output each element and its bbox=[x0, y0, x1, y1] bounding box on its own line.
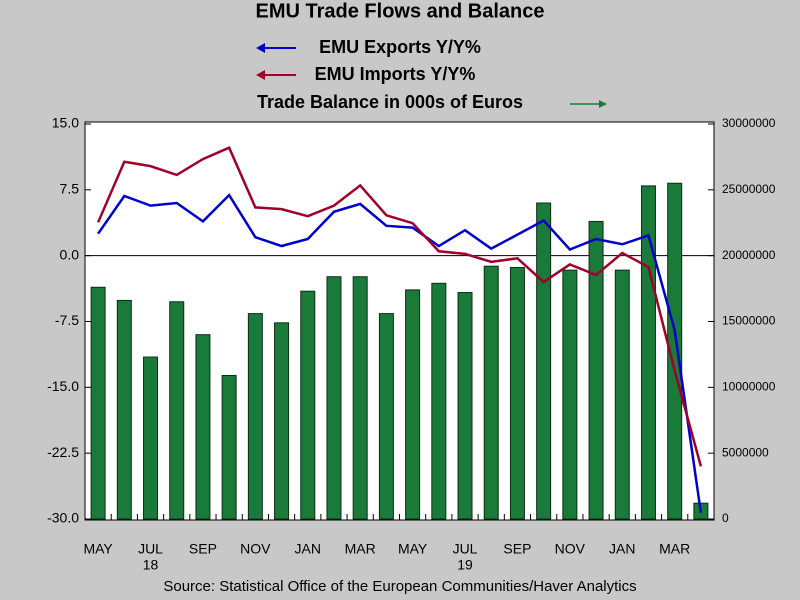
x-tick-label: JUL bbox=[453, 541, 478, 557]
arrow-head bbox=[256, 43, 265, 53]
bar bbox=[509, 267, 525, 520]
x-tick-label: MAY bbox=[83, 541, 113, 557]
legend-arrows bbox=[256, 43, 607, 108]
y-tick-label: 0.0 bbox=[60, 246, 80, 262]
bar bbox=[431, 282, 447, 520]
bar bbox=[169, 301, 185, 520]
arrow-head bbox=[599, 100, 607, 108]
x-year-label: 19 bbox=[457, 557, 473, 573]
y2-tick-label: 0 bbox=[722, 511, 729, 525]
y2-tick-label: 30000000 bbox=[722, 116, 776, 130]
bar bbox=[457, 292, 473, 520]
bar bbox=[274, 322, 290, 520]
x-year-label: 18 bbox=[143, 557, 159, 573]
x-tick-label: MAR bbox=[659, 541, 690, 557]
bar bbox=[536, 202, 552, 520]
bar bbox=[667, 182, 683, 520]
bar bbox=[90, 286, 106, 520]
y2-tick-label: 15000000 bbox=[722, 314, 776, 328]
x-tick-label: MAY bbox=[398, 541, 428, 557]
y2-tick-label: 20000000 bbox=[722, 248, 776, 262]
plot-area bbox=[84, 121, 715, 521]
line bbox=[97, 193, 703, 514]
y2-tick-label: 10000000 bbox=[722, 380, 776, 394]
bar bbox=[326, 276, 342, 520]
bar bbox=[378, 313, 394, 520]
legend-label: EMU Exports Y/Y% bbox=[319, 37, 481, 57]
arrow-head bbox=[256, 70, 265, 80]
bar bbox=[640, 185, 656, 520]
bar bbox=[562, 269, 578, 520]
bar bbox=[405, 289, 421, 520]
legend-label: Trade Balance in 000s of Euros bbox=[257, 92, 523, 112]
bar bbox=[195, 334, 211, 520]
x-tick-label: SEP bbox=[189, 541, 217, 557]
bar bbox=[352, 276, 368, 520]
x-tick-label: JAN bbox=[609, 541, 635, 557]
bar bbox=[247, 313, 263, 520]
y-tick-label: -30.0 bbox=[47, 510, 79, 526]
y2-tick-label: 25000000 bbox=[722, 182, 776, 196]
x-tick-label: SEP bbox=[503, 541, 531, 557]
chart-title: EMU Trade Flows and Balance bbox=[256, 0, 545, 22]
bar bbox=[116, 299, 132, 520]
x-tick-label: JAN bbox=[295, 541, 321, 557]
source: Source: Statistical Office of the Europe… bbox=[163, 578, 636, 595]
x-tick-label: JUL bbox=[138, 541, 163, 557]
bar bbox=[614, 269, 630, 520]
x-tick-label: NOV bbox=[240, 541, 271, 557]
y2-tick-label: 5000000 bbox=[722, 445, 769, 459]
y-tick-label: -7.5 bbox=[55, 312, 79, 328]
bar bbox=[483, 265, 499, 520]
y-tick-label: 15.0 bbox=[52, 115, 79, 131]
y-tick-label: -22.5 bbox=[47, 444, 79, 460]
y-tick-label: -15.0 bbox=[47, 378, 79, 394]
line bbox=[96, 146, 703, 467]
x-tick-label: MAR bbox=[345, 541, 376, 557]
bar bbox=[588, 220, 604, 520]
bar bbox=[143, 356, 159, 520]
y-tick-label: 7.5 bbox=[60, 181, 80, 197]
x-tick-label: NOV bbox=[555, 541, 586, 557]
bar bbox=[300, 290, 316, 520]
bar bbox=[221, 374, 237, 520]
legend-label: EMU Imports Y/Y% bbox=[315, 64, 476, 84]
